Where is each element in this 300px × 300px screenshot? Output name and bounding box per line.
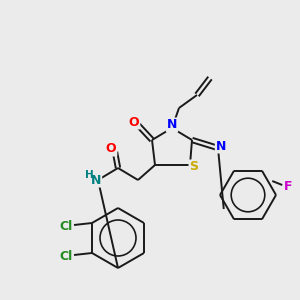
Text: N: N (216, 140, 226, 152)
Text: H: H (85, 170, 93, 180)
Text: N: N (91, 173, 101, 187)
Text: N: N (167, 118, 177, 131)
Text: S: S (190, 160, 199, 173)
Text: O: O (129, 116, 139, 128)
Text: O: O (106, 142, 116, 155)
Text: Cl: Cl (59, 220, 73, 232)
Text: Cl: Cl (59, 250, 73, 262)
Text: F: F (284, 179, 292, 193)
